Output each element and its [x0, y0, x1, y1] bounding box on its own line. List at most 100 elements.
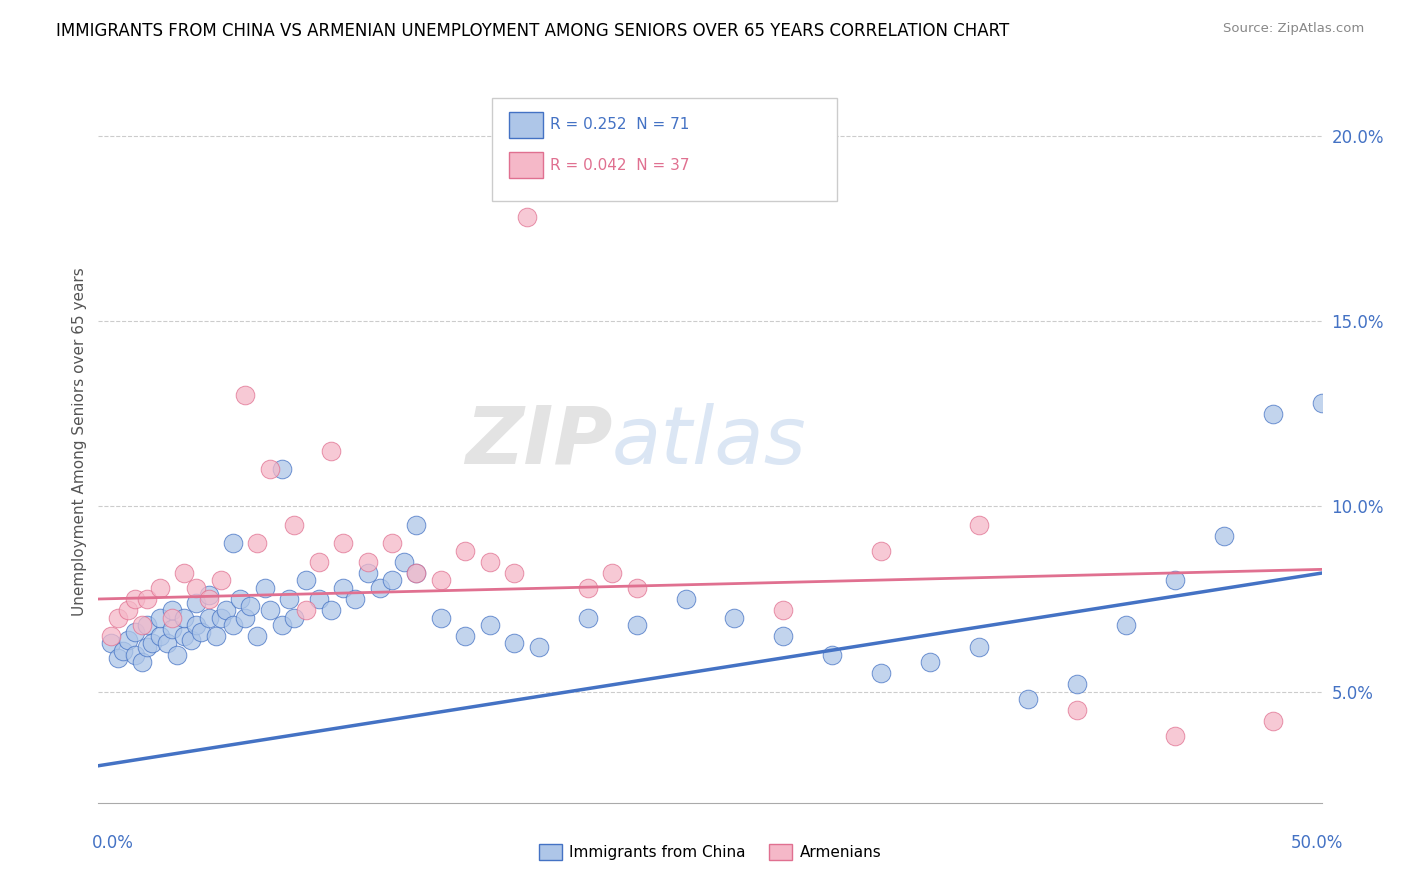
Point — [186, 618, 208, 632]
Point — [270, 618, 294, 632]
Point — [1017, 692, 1039, 706]
Point — [1212, 529, 1234, 543]
Point — [723, 610, 745, 624]
Point — [478, 618, 501, 632]
Point — [772, 603, 794, 617]
Y-axis label: Unemployment Among Seniors over 65 years: Unemployment Among Seniors over 65 years — [72, 268, 87, 615]
Point — [319, 443, 342, 458]
Point — [405, 566, 427, 580]
Point — [405, 517, 427, 532]
Point — [870, 666, 893, 681]
Point — [131, 655, 153, 669]
Point — [283, 610, 305, 624]
Point — [430, 610, 453, 624]
Point — [149, 581, 172, 595]
Point — [283, 517, 305, 532]
Point — [308, 592, 330, 607]
Point — [454, 629, 477, 643]
Point — [166, 648, 188, 662]
Text: ZIP: ZIP — [465, 402, 612, 481]
Point — [160, 603, 183, 617]
Point — [136, 592, 159, 607]
Point — [675, 592, 697, 607]
Point — [1261, 714, 1284, 729]
Point — [259, 462, 281, 476]
Point — [197, 588, 219, 602]
Point — [100, 636, 122, 650]
Text: 0.0%: 0.0% — [91, 834, 134, 852]
Point — [576, 610, 599, 624]
Point — [233, 388, 256, 402]
Point — [197, 610, 219, 624]
Point — [392, 555, 416, 569]
Point — [870, 544, 893, 558]
Point — [381, 536, 404, 550]
Point — [576, 581, 599, 595]
Point — [222, 536, 245, 550]
Point — [515, 211, 537, 225]
Point — [205, 629, 228, 643]
Point — [149, 610, 172, 624]
Point — [278, 592, 301, 607]
Point — [149, 629, 172, 643]
Point — [1310, 395, 1333, 409]
Text: R = 0.252  N = 71: R = 0.252 N = 71 — [550, 118, 689, 132]
Point — [1261, 407, 1284, 421]
Point — [117, 603, 139, 617]
Point — [319, 603, 342, 617]
Legend: Immigrants from China, Armenians: Immigrants from China, Armenians — [538, 844, 882, 860]
Point — [246, 629, 269, 643]
Point — [107, 651, 129, 665]
Point — [253, 581, 276, 595]
Point — [920, 655, 942, 669]
Point — [344, 592, 367, 607]
Point — [233, 610, 256, 624]
Text: IMMIGRANTS FROM CHINA VS ARMENIAN UNEMPLOYMENT AMONG SENIORS OVER 65 YEARS CORRE: IMMIGRANTS FROM CHINA VS ARMENIAN UNEMPL… — [56, 22, 1010, 40]
Point — [295, 574, 318, 588]
Point — [131, 618, 153, 632]
Point — [430, 574, 453, 588]
Point — [454, 544, 477, 558]
Point — [214, 603, 236, 617]
Point — [1115, 618, 1137, 632]
Point — [332, 581, 354, 595]
Point — [190, 625, 212, 640]
Point — [270, 462, 294, 476]
Point — [136, 640, 159, 655]
Point — [967, 640, 990, 655]
Point — [308, 555, 330, 569]
Point — [160, 610, 183, 624]
Point — [600, 566, 623, 580]
Point — [186, 596, 208, 610]
Point — [117, 632, 139, 647]
Point — [1066, 703, 1088, 717]
Point — [626, 618, 648, 632]
Point — [136, 618, 159, 632]
Text: R = 0.042  N = 37: R = 0.042 N = 37 — [550, 158, 689, 172]
Point — [332, 536, 354, 550]
Point — [821, 648, 844, 662]
Point — [1164, 729, 1187, 743]
Point — [173, 629, 195, 643]
Point — [772, 629, 794, 643]
Point — [160, 622, 183, 636]
Point — [356, 566, 378, 580]
Point — [209, 610, 232, 624]
Text: 50.0%: 50.0% — [1291, 834, 1343, 852]
Point — [124, 592, 146, 607]
Point — [100, 629, 122, 643]
Point — [180, 632, 202, 647]
Point — [478, 555, 501, 569]
Point — [368, 581, 391, 595]
Point — [405, 566, 427, 580]
Point — [141, 636, 163, 650]
Point — [173, 566, 195, 580]
Point — [124, 625, 146, 640]
Point — [626, 581, 648, 595]
Point — [967, 517, 990, 532]
Point — [1066, 677, 1088, 691]
Point — [503, 636, 526, 650]
Point — [229, 592, 252, 607]
Point — [1164, 574, 1187, 588]
Text: atlas: atlas — [612, 402, 807, 481]
